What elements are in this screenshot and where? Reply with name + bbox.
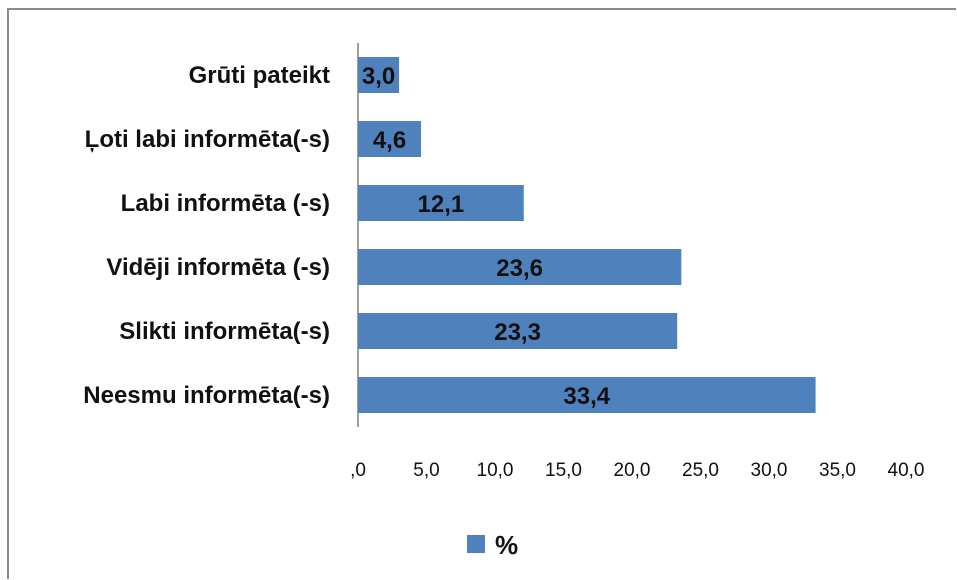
x-tick-label-6: 25,0: [682, 460, 719, 481]
x-tick-label-9: 40,0: [888, 460, 925, 481]
x-tick-label-2: 5,0: [413, 460, 439, 481]
bar-1: [358, 57, 400, 93]
data-label-2: 4,6: [373, 127, 406, 154]
x-tick-label-3: 10,0: [477, 460, 514, 481]
category-label-2: Ļoti labi informēta(-s): [85, 126, 330, 153]
data-label-3: 12,1: [418, 191, 465, 218]
category-label-1: Grūti pateikt: [189, 62, 330, 89]
x-tick-label-7: 30,0: [751, 460, 788, 481]
legend-label-percent: %: [495, 530, 518, 560]
x-tick-label-8: 35,0: [819, 460, 856, 481]
chart-frame: [7, 8, 956, 579]
bar-2: [358, 121, 422, 157]
legend-swatch-percent: [467, 535, 485, 553]
data-label-6: 33,4: [563, 383, 610, 410]
category-label-5: Slikti informēta(-s): [119, 318, 330, 345]
tick-labels-group: ,0 5,0 10,0 15,0 20,0 25,0 30,0 35,0 40,0: [350, 460, 924, 481]
category-label-3: Labi informēta (-s): [121, 190, 330, 217]
data-label-4: 23,6: [496, 255, 543, 282]
data-label-1: 3,0: [362, 63, 395, 90]
bar-6: [358, 377, 816, 413]
data-label-5: 23,3: [494, 319, 541, 346]
x-tick-label-5: 20,0: [614, 460, 651, 481]
category-labels-group: Grūti pateikt Ļoti labi informēta(-s) Labi…: [83, 62, 330, 409]
bar-5: [358, 313, 678, 349]
x-tick-label-4: 15,0: [545, 460, 582, 481]
data-labels-group: 3,0 4,6 12,1 23,6 23,3 33,4: [362, 63, 611, 410]
category-label-6: Neesmu informēta(-s): [83, 382, 330, 409]
category-label-4: Vidēji informēta (-s): [106, 254, 330, 281]
bar-4: [358, 249, 682, 285]
legend: %: [467, 530, 518, 560]
x-tick-label-1: ,0: [350, 460, 366, 481]
bars-group: [358, 57, 816, 413]
bar-3: [358, 185, 524, 221]
